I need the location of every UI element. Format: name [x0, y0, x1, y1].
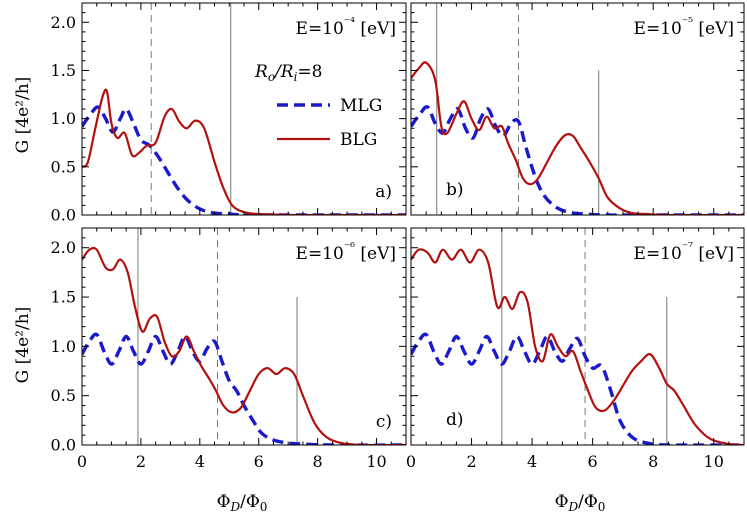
series-line-mlg: [411, 332, 744, 445]
x-tick-label: 10: [366, 452, 386, 471]
x-tick-label: 0: [77, 452, 87, 471]
x-tick-label: 4: [527, 452, 537, 471]
legend-label-mlg: MLG: [340, 96, 382, 116]
energy-label: E=10⁻⁴ [eV]: [296, 15, 396, 39]
panel-c: 0 2 4 6 8 10 0.0 0.5 1.0 1.5 2.0 E=10⁻⁶ [eV] c): [51, 227, 407, 471]
svg-text:ΦD/Φ0: ΦD/Φ0: [555, 492, 606, 514]
y-tick-label: 0.5: [51, 386, 76, 405]
panel-d: 0 2 4 6 8 10 E=10⁻⁷ [eV] d): [406, 227, 745, 471]
x-axis-label-left: ΦD/Φ0: [217, 492, 268, 514]
series-line-blg: [411, 61, 744, 215]
x-tick-label: 6: [588, 452, 598, 471]
panel-label: b): [446, 180, 464, 200]
y-tick-label: 0.5: [51, 157, 76, 176]
energy-label: E=10⁻⁵ [eV]: [634, 15, 734, 39]
y-tick-label: 1.5: [51, 61, 76, 80]
panel-label: a): [375, 182, 392, 202]
y-tick-label: 2.0: [51, 13, 76, 32]
panel-label: c): [376, 412, 392, 432]
x-tick-label: 8: [313, 452, 323, 471]
y-tick-label: 1.0: [51, 109, 76, 128]
x-tick-label: 0: [406, 452, 416, 471]
series-line-blg: [82, 246, 406, 445]
svg-text:Ro/Ri=8: Ro/Ri=8: [254, 62, 322, 84]
y-tick-label: 2.0: [51, 238, 76, 257]
panel-b: E=10⁻⁵ [eV] b): [410, 2, 745, 216]
x-axis-label-right: ΦD/Φ0: [555, 492, 606, 514]
series-line-blg: [411, 248, 744, 445]
panel-a: 0.0 0.5 1.0 1.5 2.0 E=10⁻⁴ [eV] a) MLG BLG: [51, 2, 407, 225]
ratio-label: Ro/Ri=8: [254, 62, 322, 84]
y-tick-label: 1.0: [51, 337, 76, 356]
energy-label: E=10⁻⁶ [eV]: [296, 240, 396, 264]
x-tick-label: 6: [254, 452, 264, 471]
series-line-mlg: [82, 332, 406, 445]
x-tick-label: 2: [466, 452, 476, 471]
panels: 0.0 0.5 1.0 1.5 2.0 E=10⁻⁴ [eV] a) MLG BLG E=10⁻⁵…: [51, 2, 745, 471]
x-tick-label: 10: [704, 452, 724, 471]
x-tick-label: 4: [195, 452, 205, 471]
energy-label: E=10⁻⁷ [eV]: [634, 240, 734, 264]
legend-label-blg: BLG: [340, 130, 377, 150]
y-tick-label: 0.0: [51, 436, 76, 455]
y-tick-label: 0.0: [51, 206, 76, 225]
x-tick-label: 2: [136, 452, 146, 471]
series-line-mlg: [82, 105, 406, 215]
legend: MLG BLG: [277, 96, 382, 150]
x-tick-label: 8: [648, 452, 658, 471]
y-axis-label-top: G [4e²/h]: [13, 77, 33, 154]
y-axis-label-bottom: G [4e²/h]: [13, 307, 33, 384]
y-tick-label: 1.5: [51, 288, 76, 307]
panel-label: d): [446, 410, 464, 430]
svg-text:ΦD/Φ0: ΦD/Φ0: [217, 492, 268, 514]
